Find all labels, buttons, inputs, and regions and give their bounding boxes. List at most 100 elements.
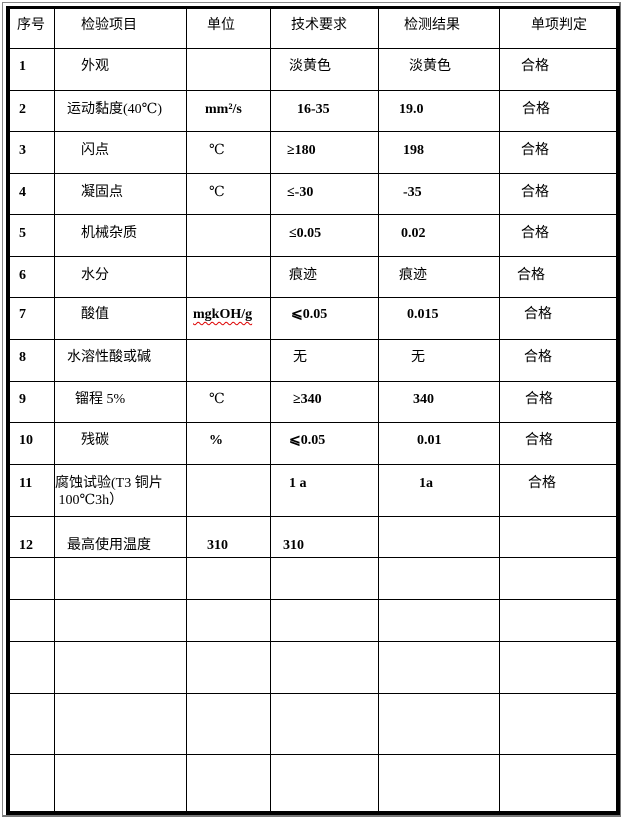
cell-text: 淡黄色	[289, 59, 331, 74]
cell-verdict: 合格	[499, 48, 617, 91]
cell-item: 镏程 5%	[54, 381, 187, 423]
cell-text: 合格	[524, 307, 552, 322]
header-label: 技术要求	[291, 18, 347, 33]
cell-text: 淡黄色	[409, 59, 451, 74]
cell-text: 2	[19, 102, 26, 117]
cell-text: 无	[411, 350, 425, 365]
cell-result: -35	[378, 173, 500, 215]
cell-text: ≤-30	[287, 185, 314, 200]
cell-text: 最高使用温度	[67, 538, 151, 553]
cell-verdict: 合格	[499, 256, 617, 298]
cell-text: 198	[403, 143, 424, 158]
table-row: 4 凝固点 ℃ ≤-30 -35 合格	[8, 173, 617, 215]
header-unit: 单位	[186, 7, 271, 49]
cell-unit	[186, 641, 271, 694]
cell-unit	[186, 48, 271, 91]
cell-text: 8	[19, 350, 26, 365]
cell-item	[54, 599, 187, 642]
cell-item	[54, 693, 187, 755]
table-row: 9 镏程 5% ℃ ≥340 340 合格	[8, 381, 617, 423]
cell-text: 合格	[521, 226, 549, 241]
cell-seq	[8, 641, 55, 694]
cell-unit: mm²/s	[186, 90, 271, 132]
cell-result	[378, 754, 500, 814]
table-row	[8, 693, 617, 755]
cell-verdict	[499, 516, 617, 558]
table-row: 1 外观 淡黄色 淡黄色 合格	[8, 48, 617, 91]
cell-result: 1a	[378, 464, 500, 517]
cell-item: 残碳	[54, 422, 187, 465]
cell-seq	[8, 599, 55, 642]
cell-text: mgkOH/g	[193, 307, 253, 322]
cell-unit: ℃	[186, 131, 271, 174]
cell-text: 外观	[81, 59, 109, 74]
cell-text: ≥340	[293, 392, 322, 407]
cell-result: 0.02	[378, 214, 500, 257]
cell-item: 机械杂质	[54, 214, 187, 257]
cell-requirement	[270, 641, 379, 694]
cell-text: 合格	[525, 392, 553, 407]
cell-result	[378, 641, 500, 694]
cell-seq: 2	[8, 90, 55, 132]
cell-text: 合格	[517, 268, 545, 283]
cell-verdict	[499, 599, 617, 642]
cell-item: 外观	[54, 48, 187, 91]
cell-text: ⩽0.05	[289, 433, 326, 448]
cell-text: 19.0	[399, 102, 424, 117]
table-row	[8, 557, 617, 600]
cell-seq: 8	[8, 339, 55, 382]
cell-result	[378, 516, 500, 558]
cell-item	[54, 754, 187, 814]
cell-text: 镏程 5%	[75, 392, 126, 407]
cell-item: 水分	[54, 256, 187, 298]
cell-text: -35	[403, 185, 422, 200]
cell-text: 4	[19, 185, 26, 200]
cell-result: 0.01	[378, 422, 500, 465]
cell-text: %	[209, 433, 223, 448]
table-row: 3 闪点 ℃ ≥180 198 合格	[8, 131, 617, 174]
cell-unit	[186, 214, 271, 257]
cell-text: 凝固点	[81, 185, 123, 200]
cell-text: 腐蚀试验(T3 铜片 100℃3h）	[55, 476, 163, 508]
cell-requirement: 1 a	[270, 464, 379, 517]
cell-unit	[186, 599, 271, 642]
cell-text: 7	[19, 307, 26, 322]
cell-item: 凝固点	[54, 173, 187, 215]
cell-result: 淡黄色	[378, 48, 500, 91]
header-result: 检测结果	[378, 7, 500, 49]
cell-seq: 4	[8, 173, 55, 215]
cell-text: mm²/s	[205, 102, 242, 117]
cell-seq	[8, 693, 55, 755]
cell-text: 酸值	[81, 307, 109, 322]
table-row: 2 运动黏度(40℃) mm²/s 16-35 19.0 合格	[8, 90, 617, 132]
header-label: 单位	[207, 18, 235, 33]
cell-verdict	[499, 693, 617, 755]
cell-seq	[8, 754, 55, 814]
cell-text: 310	[207, 538, 228, 553]
cell-text: 合格	[521, 143, 549, 158]
cell-requirement: ≥340	[270, 381, 379, 423]
cell-text: 闪点	[81, 143, 109, 158]
cell-requirement: ⩽0.05	[270, 422, 379, 465]
table-row: 12 最高使用温度 310 310	[8, 516, 617, 558]
cell-verdict	[499, 557, 617, 600]
cell-text: 6	[19, 268, 26, 283]
table-row: 10 残碳% ⩽0.05 0.01 合格	[8, 422, 617, 465]
cell-requirement	[270, 599, 379, 642]
cell-text: 合格	[525, 433, 553, 448]
cell-seq: 1	[8, 48, 55, 91]
cell-text: 1a	[419, 476, 433, 491]
cell-verdict: 合格	[499, 173, 617, 215]
header-label: 序号	[17, 18, 45, 33]
cell-result	[378, 599, 500, 642]
cell-item: 水溶性酸或碱	[54, 339, 187, 382]
cell-requirement	[270, 557, 379, 600]
cell-text: ⩽0.05	[291, 307, 328, 322]
cell-text: ℃	[209, 143, 225, 158]
cell-result: 340	[378, 381, 500, 423]
cell-unit: %	[186, 422, 271, 465]
table-row: 6 水分 痕迹 痕迹 合格	[8, 256, 617, 298]
cell-requirement: ≤-30	[270, 173, 379, 215]
cell-verdict: 合格	[499, 339, 617, 382]
cell-text: 3	[19, 143, 26, 158]
